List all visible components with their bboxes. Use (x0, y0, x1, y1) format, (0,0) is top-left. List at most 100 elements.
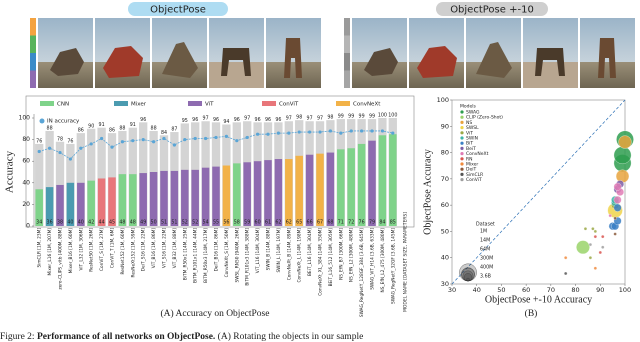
legend-marker (460, 120, 464, 124)
bar (181, 169, 189, 226)
diagonal (451, 99, 626, 285)
value-label: 97 (244, 116, 250, 122)
bubble (613, 232, 617, 236)
value-label: 84 (379, 220, 385, 226)
value-label: 99 (369, 114, 375, 120)
color-strip (344, 53, 350, 71)
photo-ground (209, 62, 264, 88)
value-label: 99 (338, 114, 344, 120)
caption-bold: Performance of all networks on ObjectPos… (37, 332, 215, 342)
value-label: 51 (171, 220, 177, 226)
x-tick-label: 60 (522, 286, 530, 294)
x-tick-label: 80 (571, 286, 579, 294)
x-tick-label: NS_EfN_B7 [300M, 66M] (338, 228, 344, 280)
bar (212, 166, 220, 226)
x-tick-label: 90 (596, 286, 604, 294)
bubble (593, 235, 597, 239)
value-label: 95 (182, 118, 188, 124)
legend-marker (460, 172, 464, 176)
value-label: 45 (109, 220, 115, 226)
legend-marker (39, 118, 45, 124)
bar (170, 170, 179, 226)
bar (347, 148, 355, 226)
bar (316, 153, 324, 226)
line-point (380, 129, 384, 133)
line-point (110, 145, 114, 149)
line-point (152, 140, 156, 144)
photo-object (364, 48, 398, 76)
x-tick-label: BEiT_L16 [14M, 304M] (307, 228, 313, 276)
value-label: 100 (388, 113, 397, 119)
value-label: 84 (161, 130, 167, 136)
legend-label: CLIP (Zero-Shot) (466, 115, 503, 121)
size-legend-label: 400M (480, 265, 493, 271)
value-label: 61 (265, 220, 271, 226)
value-label: 88 (119, 125, 125, 131)
x-tick-label: ConvNeXt_XL_384 [14M, 350M] (318, 228, 324, 296)
y-tick-label: 40 (22, 179, 30, 186)
x-tick-label: ViT_B16 [1M, 86M] (151, 228, 157, 269)
legend-label: ConViT (466, 177, 482, 183)
line-point (172, 143, 176, 147)
value-label: 86 (109, 128, 115, 134)
bar (97, 127, 106, 226)
bubble (613, 216, 617, 220)
legend-label: Mixer (466, 162, 478, 168)
value-label: 40 (67, 220, 73, 226)
value-label: 68 (327, 220, 333, 226)
legend-label: ConvNeXt (466, 151, 489, 157)
x-tick-label: ResNet152 [1M, 60M] (120, 228, 126, 275)
bar (87, 180, 95, 226)
value-label: 76 (359, 220, 365, 226)
legend-swatch (336, 101, 350, 106)
x-tick-label: 70 (547, 286, 555, 294)
color-strip (344, 18, 350, 36)
color-strip (30, 18, 36, 36)
bar (305, 154, 314, 226)
bar (149, 172, 158, 226)
color-strip (30, 35, 36, 53)
x-tick-label: ViT_S16 [1M, 22M] (162, 228, 168, 268)
value-label: 55 (213, 220, 219, 226)
value-label: 49 (140, 220, 146, 226)
bubble (613, 182, 622, 191)
bubble (601, 235, 605, 239)
y-tick-label: 70 (441, 175, 449, 183)
x-tick-label: Mixer_L16 [1M, 207M] (47, 228, 53, 276)
value-label: 88 (47, 125, 53, 131)
bubble (591, 227, 595, 231)
value-label: 96 (140, 117, 146, 123)
bar (118, 174, 127, 226)
size-legend-label: 14M (480, 238, 490, 244)
bar (108, 177, 116, 226)
value-label: 91 (99, 122, 105, 128)
legend-label: SWIN (466, 136, 478, 142)
photo-strip (30, 18, 635, 88)
x-tick-label: BiTM_R50x1 [14M, 25M] (182, 228, 188, 280)
value-label: 87 (171, 127, 177, 133)
value-label: 48 (119, 220, 125, 226)
value-label: 86 (78, 128, 84, 134)
x-tick-label: DeiT_S16 [1M, 22M] (141, 228, 147, 272)
value-label: 71 (338, 220, 344, 226)
legend-label: ViT (466, 130, 473, 136)
bubble (598, 250, 602, 255)
x-tick-label: 30 (448, 286, 456, 294)
label-pill (128, 2, 228, 16)
value-label: 97 (307, 116, 313, 122)
value-label: 34 (36, 220, 42, 226)
value-label: 76 (67, 138, 73, 144)
chart-caption: (A) Accuracy on ObjectPose (161, 308, 270, 319)
bubble (593, 229, 597, 234)
x-tick-label: SWIN_B [14M, 88M] (266, 228, 272, 271)
y-tick-label: 90 (441, 122, 449, 130)
line-point (58, 150, 62, 155)
x-tick-label: ViT_L32 [1M, 306M] (78, 228, 84, 271)
value-label: 62 (275, 220, 281, 226)
size-legend-marker (459, 263, 477, 282)
bar (45, 130, 54, 226)
legend-marker (460, 146, 464, 150)
value-label: 76 (36, 138, 42, 144)
bar (160, 170, 168, 226)
value-label: 52 (192, 220, 198, 226)
